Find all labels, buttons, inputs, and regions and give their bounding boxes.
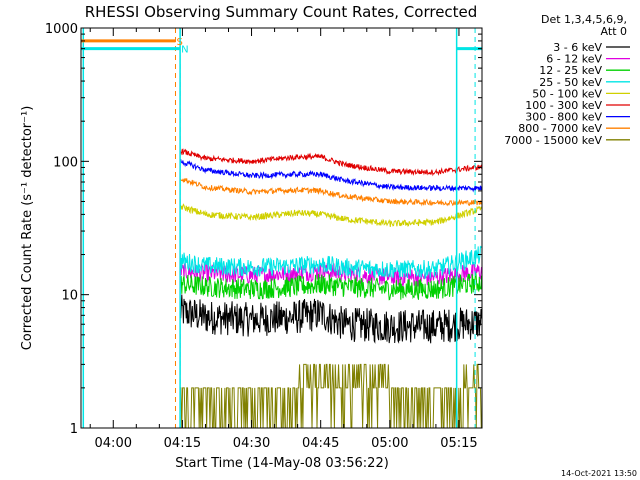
series-line-4 bbox=[179, 203, 482, 227]
series-line-5 bbox=[179, 148, 482, 177]
legend-header-line-2: Att 0 bbox=[601, 25, 627, 38]
footer-date: 14-Oct-2021 13:50 bbox=[561, 469, 637, 478]
legend-label: 300 - 800 keV bbox=[525, 111, 602, 124]
legend-label: 7000 - 15000 keV bbox=[504, 134, 602, 147]
x-tick-label: 04:45 bbox=[302, 436, 339, 451]
series-line-8 bbox=[180, 363, 482, 428]
series-line-7 bbox=[179, 178, 482, 207]
axes-layer: 1 10 100 1000 04:00 04:15 04:30 04:45 05:00 05:15 bbox=[45, 22, 483, 451]
legend-label: 50 - 100 keV bbox=[532, 87, 602, 100]
legend-label: 800 - 7000 keV bbox=[518, 122, 602, 135]
x-tick-label: 04:00 bbox=[95, 436, 132, 451]
series-line-0 bbox=[179, 294, 482, 344]
data-layer bbox=[179, 148, 482, 428]
y-tick-label: 1000 bbox=[45, 22, 78, 37]
flag-S-label: S bbox=[176, 37, 182, 48]
series-line-6 bbox=[179, 159, 482, 193]
legend-label: 100 - 300 keV bbox=[525, 99, 602, 112]
legend-header-line-1: Det 1,3,4,5,6,9, bbox=[541, 13, 627, 26]
x-tick-label: 05:00 bbox=[371, 436, 408, 451]
flags-layer: SN bbox=[81, 28, 482, 428]
series-line-3 bbox=[179, 245, 482, 280]
x-tick-label: 04:30 bbox=[233, 436, 270, 451]
y-axis-label: Corrected Count Rate (s⁻¹ detector⁻¹) bbox=[20, 106, 35, 351]
y-tick-label: 10 bbox=[61, 289, 78, 304]
x-axis-label: Start Time (14-May-08 03:56:22) bbox=[175, 456, 389, 471]
legend-label: 12 - 25 keV bbox=[539, 64, 602, 77]
y-tick-label: 100 bbox=[53, 155, 78, 170]
series-line-2 bbox=[179, 271, 482, 301]
legend-label: 6 - 12 keV bbox=[546, 53, 602, 66]
flag-N-label: N bbox=[181, 45, 188, 56]
legend-label: 25 - 50 keV bbox=[539, 76, 602, 89]
x-tick-label: 04:15 bbox=[164, 436, 201, 451]
legend-label: 3 - 6 keV bbox=[553, 41, 602, 54]
y-tick-label: 1 bbox=[70, 422, 78, 437]
plot-frame bbox=[80, 27, 483, 429]
x-tick-label: 05:15 bbox=[440, 436, 477, 451]
chart-title: RHESSI Observing Summary Count Rates, Co… bbox=[85, 3, 478, 21]
